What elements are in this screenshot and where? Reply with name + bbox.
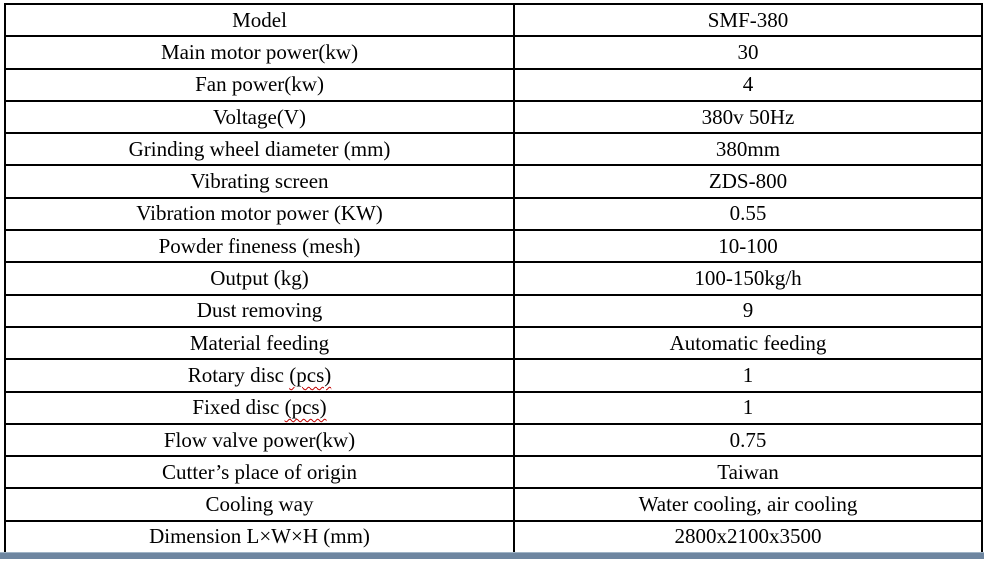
spec-label: Fan power(kw) (3, 67, 516, 102)
spec-value: 10-100 (513, 229, 983, 264)
table-row: Cooling way Water cooling, air cooling (3, 487, 983, 522)
table-row: Model SMF-380 (3, 2, 983, 38)
spec-label: Rotary disc (pcs) (3, 358, 516, 393)
spec-table: Model SMF-380 Main motor power(kw) 30 Fa… (3, 2, 983, 552)
spec-label: Fixed disc (pcs) (3, 390, 516, 425)
spec-label: Cutter’s place of origin (3, 455, 516, 490)
spec-value: 380mm (513, 132, 983, 167)
spec-value: Taiwan (513, 455, 983, 490)
spec-label: Dimension L×W×H (mm) (3, 519, 516, 552)
table-row: Rotary disc (pcs) 1 (3, 358, 983, 393)
spec-label: Main motor power(kw) (3, 35, 516, 70)
table-row: Powder fineness (mesh) 10-100 (3, 229, 983, 264)
table-row: Cutter’s place of origin Taiwan (3, 455, 983, 490)
spec-value: Automatic feeding (513, 325, 983, 361)
spec-label: Cooling way (3, 487, 516, 522)
label-text: Rotary disc (187, 362, 290, 387)
spec-value: 0.55 (513, 196, 983, 232)
table-row: Output (kg) 100-150kg/h (3, 261, 983, 296)
label-text: Fixed disc (192, 395, 285, 420)
spec-value: 1 (513, 358, 983, 393)
table-row: Vibration motor power (KW) 0.55 (3, 196, 983, 232)
spec-value: 30 (513, 35, 983, 70)
spec-label: Material feeding (3, 325, 516, 361)
table-row: Voltage(V) 380v 50Hz (3, 99, 983, 135)
bottom-accent-bar (0, 552, 984, 559)
spec-value: 2800x2100x3500 (513, 519, 983, 552)
spec-label: Grinding wheel diameter (mm) (3, 132, 516, 167)
spec-value: Water cooling, air cooling (513, 487, 983, 522)
table-row: Material feeding Automatic feeding (3, 325, 983, 361)
table-row: Fan power(kw) 4 (3, 67, 983, 102)
spec-label: Dust removing (3, 293, 516, 328)
table-row: Flow valve power(kw) 0.75 (3, 422, 983, 458)
spec-value: 380v 50Hz (513, 99, 983, 135)
spec-label: Vibration motor power (KW) (3, 196, 516, 232)
spec-label: Model (3, 2, 516, 38)
table-row: Main motor power(kw) 30 (3, 35, 983, 70)
table-row: Vibrating screen ZDS-800 (3, 164, 983, 199)
spec-value: ZDS-800 (513, 164, 983, 199)
spec-label: Powder fineness (mesh) (3, 229, 516, 264)
table-row: Grinding wheel diameter (mm) 380mm (3, 132, 983, 167)
spec-label: Output (kg) (3, 261, 516, 296)
spec-label: Vibrating screen (3, 164, 516, 199)
misspelled-word: (pcs) (289, 362, 332, 387)
spec-value: 9 (513, 293, 983, 328)
table-row: Dust removing 9 (3, 293, 983, 328)
spec-value: 100-150kg/h (513, 261, 983, 296)
spec-label: Voltage(V) (3, 99, 516, 135)
spec-value: 0.75 (513, 422, 983, 458)
spec-value: SMF-380 (513, 2, 983, 38)
spec-value: 4 (513, 67, 983, 102)
spec-value: 1 (513, 390, 983, 425)
table-row: Fixed disc (pcs) 1 (3, 390, 983, 425)
spec-label: Flow valve power(kw) (3, 422, 516, 458)
table-row: Dimension L×W×H (mm) 2800x2100x3500 (3, 519, 983, 552)
misspelled-word: (pcs) (284, 395, 327, 420)
